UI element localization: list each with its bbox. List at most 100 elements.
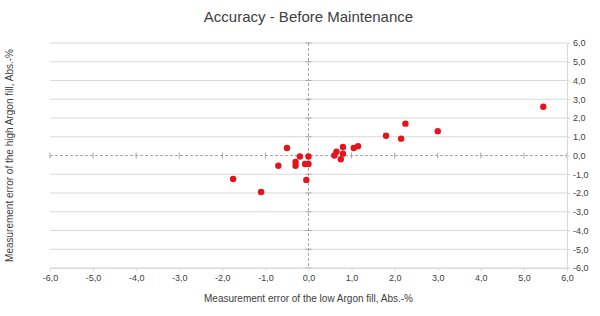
y-tick: -2,0 xyxy=(567,188,589,198)
grid-line xyxy=(50,118,567,119)
y-tick-mark xyxy=(567,212,570,213)
x-axis-line xyxy=(51,269,568,272)
zero-axis-tick xyxy=(306,193,312,194)
y-tick-label: 1,0 xyxy=(573,132,586,142)
y-axis-title: Measurement error of the high Argon fill… xyxy=(4,49,15,262)
x-axis-title: Measurement error of the low Argon fill,… xyxy=(204,293,413,304)
x-tick: 4,0 xyxy=(475,268,488,283)
zero-axis-tick xyxy=(306,80,312,81)
x-tick-label: 6,0 xyxy=(561,273,574,283)
x-tick: -3,0 xyxy=(172,268,188,283)
x-tick-mark xyxy=(481,268,482,271)
y-tick-mark xyxy=(567,62,570,63)
y-tick-mark xyxy=(567,118,570,119)
y-tick: -6,0 xyxy=(567,263,589,273)
y-tick: 2,0 xyxy=(567,113,586,123)
grid-line xyxy=(50,43,567,44)
zero-axes xyxy=(50,43,567,268)
y-axis-line xyxy=(568,44,571,269)
y-tick: 3,0 xyxy=(567,95,586,105)
x-tick: 0,0 xyxy=(303,268,316,283)
y-tick-label: -3,0 xyxy=(573,207,589,217)
x-tick-label: 2,0 xyxy=(389,273,402,283)
x-tick: -1,0 xyxy=(258,268,274,283)
grid-line xyxy=(50,61,567,62)
y-tick-label: 0,0 xyxy=(573,151,586,161)
y-tick-label: -5,0 xyxy=(573,245,589,255)
grid-line xyxy=(50,136,567,137)
x-tick-mark xyxy=(265,268,266,271)
zero-axis-tick xyxy=(93,153,94,159)
zero-axis-tick xyxy=(480,153,481,159)
x-tick-label: 1,0 xyxy=(346,273,359,283)
y-tick-mark xyxy=(567,43,570,44)
x-tick-label: 4,0 xyxy=(475,273,488,283)
point xyxy=(303,177,309,183)
y-tick-mark xyxy=(567,249,570,250)
y-tick-mark xyxy=(567,99,570,100)
x-tick-mark xyxy=(524,268,525,271)
y-tick-label: 3,0 xyxy=(573,95,586,105)
y-tick-label: -4,0 xyxy=(573,226,589,236)
zero-axis-tick xyxy=(306,230,312,231)
zero-axis-tick xyxy=(222,153,223,159)
x-tick-mark xyxy=(136,268,137,271)
x-tick-label: 0,0 xyxy=(303,273,316,283)
x-tick-mark xyxy=(93,268,94,271)
x-tick-mark xyxy=(50,268,51,271)
x-tick-label: -1,0 xyxy=(258,273,274,283)
y-tick-mark xyxy=(567,268,570,269)
point xyxy=(398,135,404,141)
point xyxy=(402,120,408,126)
points xyxy=(230,104,547,196)
point xyxy=(355,143,361,149)
zero-axis-tick xyxy=(306,249,312,250)
y-tick: 1,0 xyxy=(567,132,586,142)
y-tick-mark xyxy=(567,156,570,157)
y-tick: -4,0 xyxy=(567,226,589,236)
y-tick-mark xyxy=(567,193,570,194)
y-tick: 5,0 xyxy=(567,57,586,67)
chart-svg: -6,0 -5,0 -4,0 -3,0 -2,0 -1,0 0,0 1,0 2,0 3,0 4,0 5… xyxy=(0,0,600,316)
x-tick: -2,0 xyxy=(215,268,231,283)
y-tick-label: 2,0 xyxy=(573,113,586,123)
x-tick-mark xyxy=(222,268,223,271)
x-tick-label: -4,0 xyxy=(129,273,145,283)
zero-axis-tick xyxy=(306,174,312,175)
y-tick-label: 6,0 xyxy=(573,38,586,48)
point xyxy=(340,150,346,156)
y-tick: 4,0 xyxy=(567,76,586,86)
x-tick-label: 3,0 xyxy=(432,273,445,283)
x-tick-mark xyxy=(352,268,353,271)
y-tick-label: 5,0 xyxy=(573,57,586,67)
zero-axis-tick xyxy=(306,136,312,137)
y-tick: 6,0 xyxy=(567,38,586,48)
y-tick-label: -2,0 xyxy=(573,188,589,198)
zero-axis-tick xyxy=(179,153,180,159)
x-tick-label: -5,0 xyxy=(86,273,102,283)
point xyxy=(258,189,264,195)
y-tick: -1,0 xyxy=(567,170,589,180)
x-tick: 1,0 xyxy=(346,268,359,283)
grid-line xyxy=(50,230,567,231)
grid-line xyxy=(50,174,567,175)
grid-line xyxy=(50,211,567,212)
zero-axis-tick xyxy=(306,43,312,44)
x-tick: 6,0 xyxy=(561,268,574,283)
zero-axis-tick xyxy=(523,153,524,159)
y-tick-label: 4,0 xyxy=(573,76,586,86)
y-axis: -6,0 -5,0 -4,0 -3,0 -2,0 -1,0 0,0 1,0 2,0 3,0 4,0 5… xyxy=(567,38,589,273)
x-axis: -6,0 -5,0 -4,0 -3,0 -2,0 -1,0 0,0 1,0 2,0 3,0 4,0 5… xyxy=(43,268,574,283)
grid-line xyxy=(50,99,567,100)
point xyxy=(230,176,236,182)
zero-axis-tick xyxy=(437,153,438,159)
x-tick: -6,0 xyxy=(43,268,59,283)
x-tick: 5,0 xyxy=(518,268,531,283)
y-tick-label: -1,0 xyxy=(573,170,589,180)
y-tick: -5,0 xyxy=(567,245,589,255)
y-tick-mark xyxy=(567,231,570,232)
grid-line xyxy=(50,249,567,250)
x-tick-mark xyxy=(309,268,310,271)
x-tick-label: 5,0 xyxy=(518,273,531,283)
x-tick: -4,0 xyxy=(129,268,145,283)
